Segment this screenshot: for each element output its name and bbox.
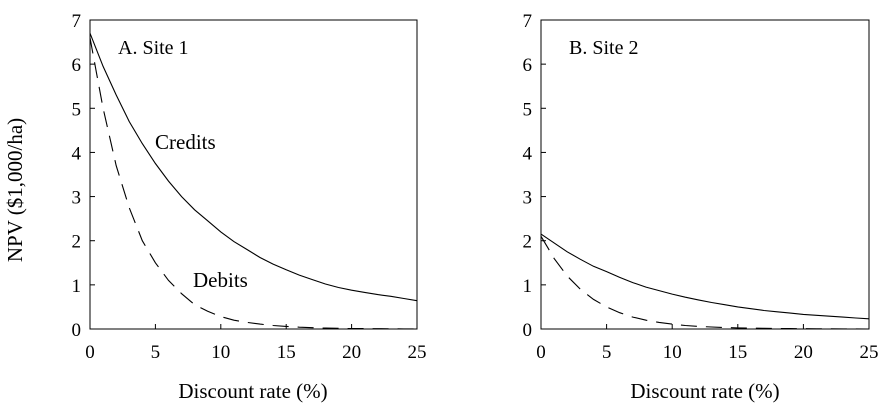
ticks-b: 0 5 10 15 20 25 0 1 2 3 4 5 6 7 xyxy=(523,11,879,363)
y-tick-label: 7 xyxy=(523,11,533,32)
x-tick-label: 0 xyxy=(85,342,95,363)
x-tick-label: 25 xyxy=(860,342,879,363)
dashed-series-line xyxy=(540,236,870,330)
x-tick-label: 10 xyxy=(663,342,682,363)
y-tick-label: 6 xyxy=(72,55,82,76)
y-tick-label: 3 xyxy=(72,188,82,209)
series-label-credits: Credits xyxy=(155,130,216,154)
x-tick-label: 5 xyxy=(602,342,612,363)
plot-frame-a xyxy=(89,19,418,330)
y-tick-label: 0 xyxy=(523,320,533,341)
panel-label-b: B. Site 2 xyxy=(569,37,638,59)
x-tick-label: 0 xyxy=(536,342,546,363)
y-tick-label: 4 xyxy=(72,143,82,164)
y-tick-label: 6 xyxy=(523,55,533,76)
y-tick-label: 2 xyxy=(523,232,533,253)
x-tick-label: 20 xyxy=(342,342,361,363)
y-tick-label: 4 xyxy=(523,143,533,164)
x-tick-label: 20 xyxy=(794,342,813,363)
x-axis-title-b: Discount rate (%) xyxy=(630,379,779,403)
panel-a: 0 5 10 15 20 25 0 1 2 3 4 5 6 7 A. Site 1 Credits Deb… xyxy=(72,11,427,403)
x-axis-title-a: Discount rate (%) xyxy=(178,379,327,403)
ticks-a: 0 5 10 15 20 25 0 1 2 3 4 5 6 7 xyxy=(72,11,427,363)
y-axis-title: NPV ($1,000/ha) xyxy=(3,118,27,262)
y-tick-label: 7 xyxy=(72,11,82,32)
y-tick-label: 3 xyxy=(523,188,533,209)
x-tick-label: 15 xyxy=(277,342,296,363)
y-tick-label: 1 xyxy=(72,276,82,297)
solid-series-line xyxy=(540,233,870,320)
series-label-debits: Debits xyxy=(193,268,248,292)
y-tick-label: 1 xyxy=(523,276,533,297)
solid-series-line xyxy=(89,32,418,302)
panel-b: 0 5 10 15 20 25 0 1 2 3 4 5 6 7 B. Site 2 Discount ra… xyxy=(523,11,879,403)
series-a xyxy=(89,32,418,330)
x-tick-label: 15 xyxy=(728,342,747,363)
x-tick-label: 10 xyxy=(211,342,230,363)
panel-label-a: A. Site 1 xyxy=(118,37,189,59)
y-tick-label: 2 xyxy=(72,232,82,253)
plot-frame-b xyxy=(540,19,870,330)
series-b xyxy=(540,233,870,330)
x-tick-label: 5 xyxy=(151,342,161,363)
dashed-series-line xyxy=(89,37,418,330)
x-tick-label: 25 xyxy=(408,342,427,363)
y-tick-label: 0 xyxy=(72,320,82,341)
y-tick-label: 5 xyxy=(72,99,82,120)
y-tick-label: 5 xyxy=(523,99,533,120)
